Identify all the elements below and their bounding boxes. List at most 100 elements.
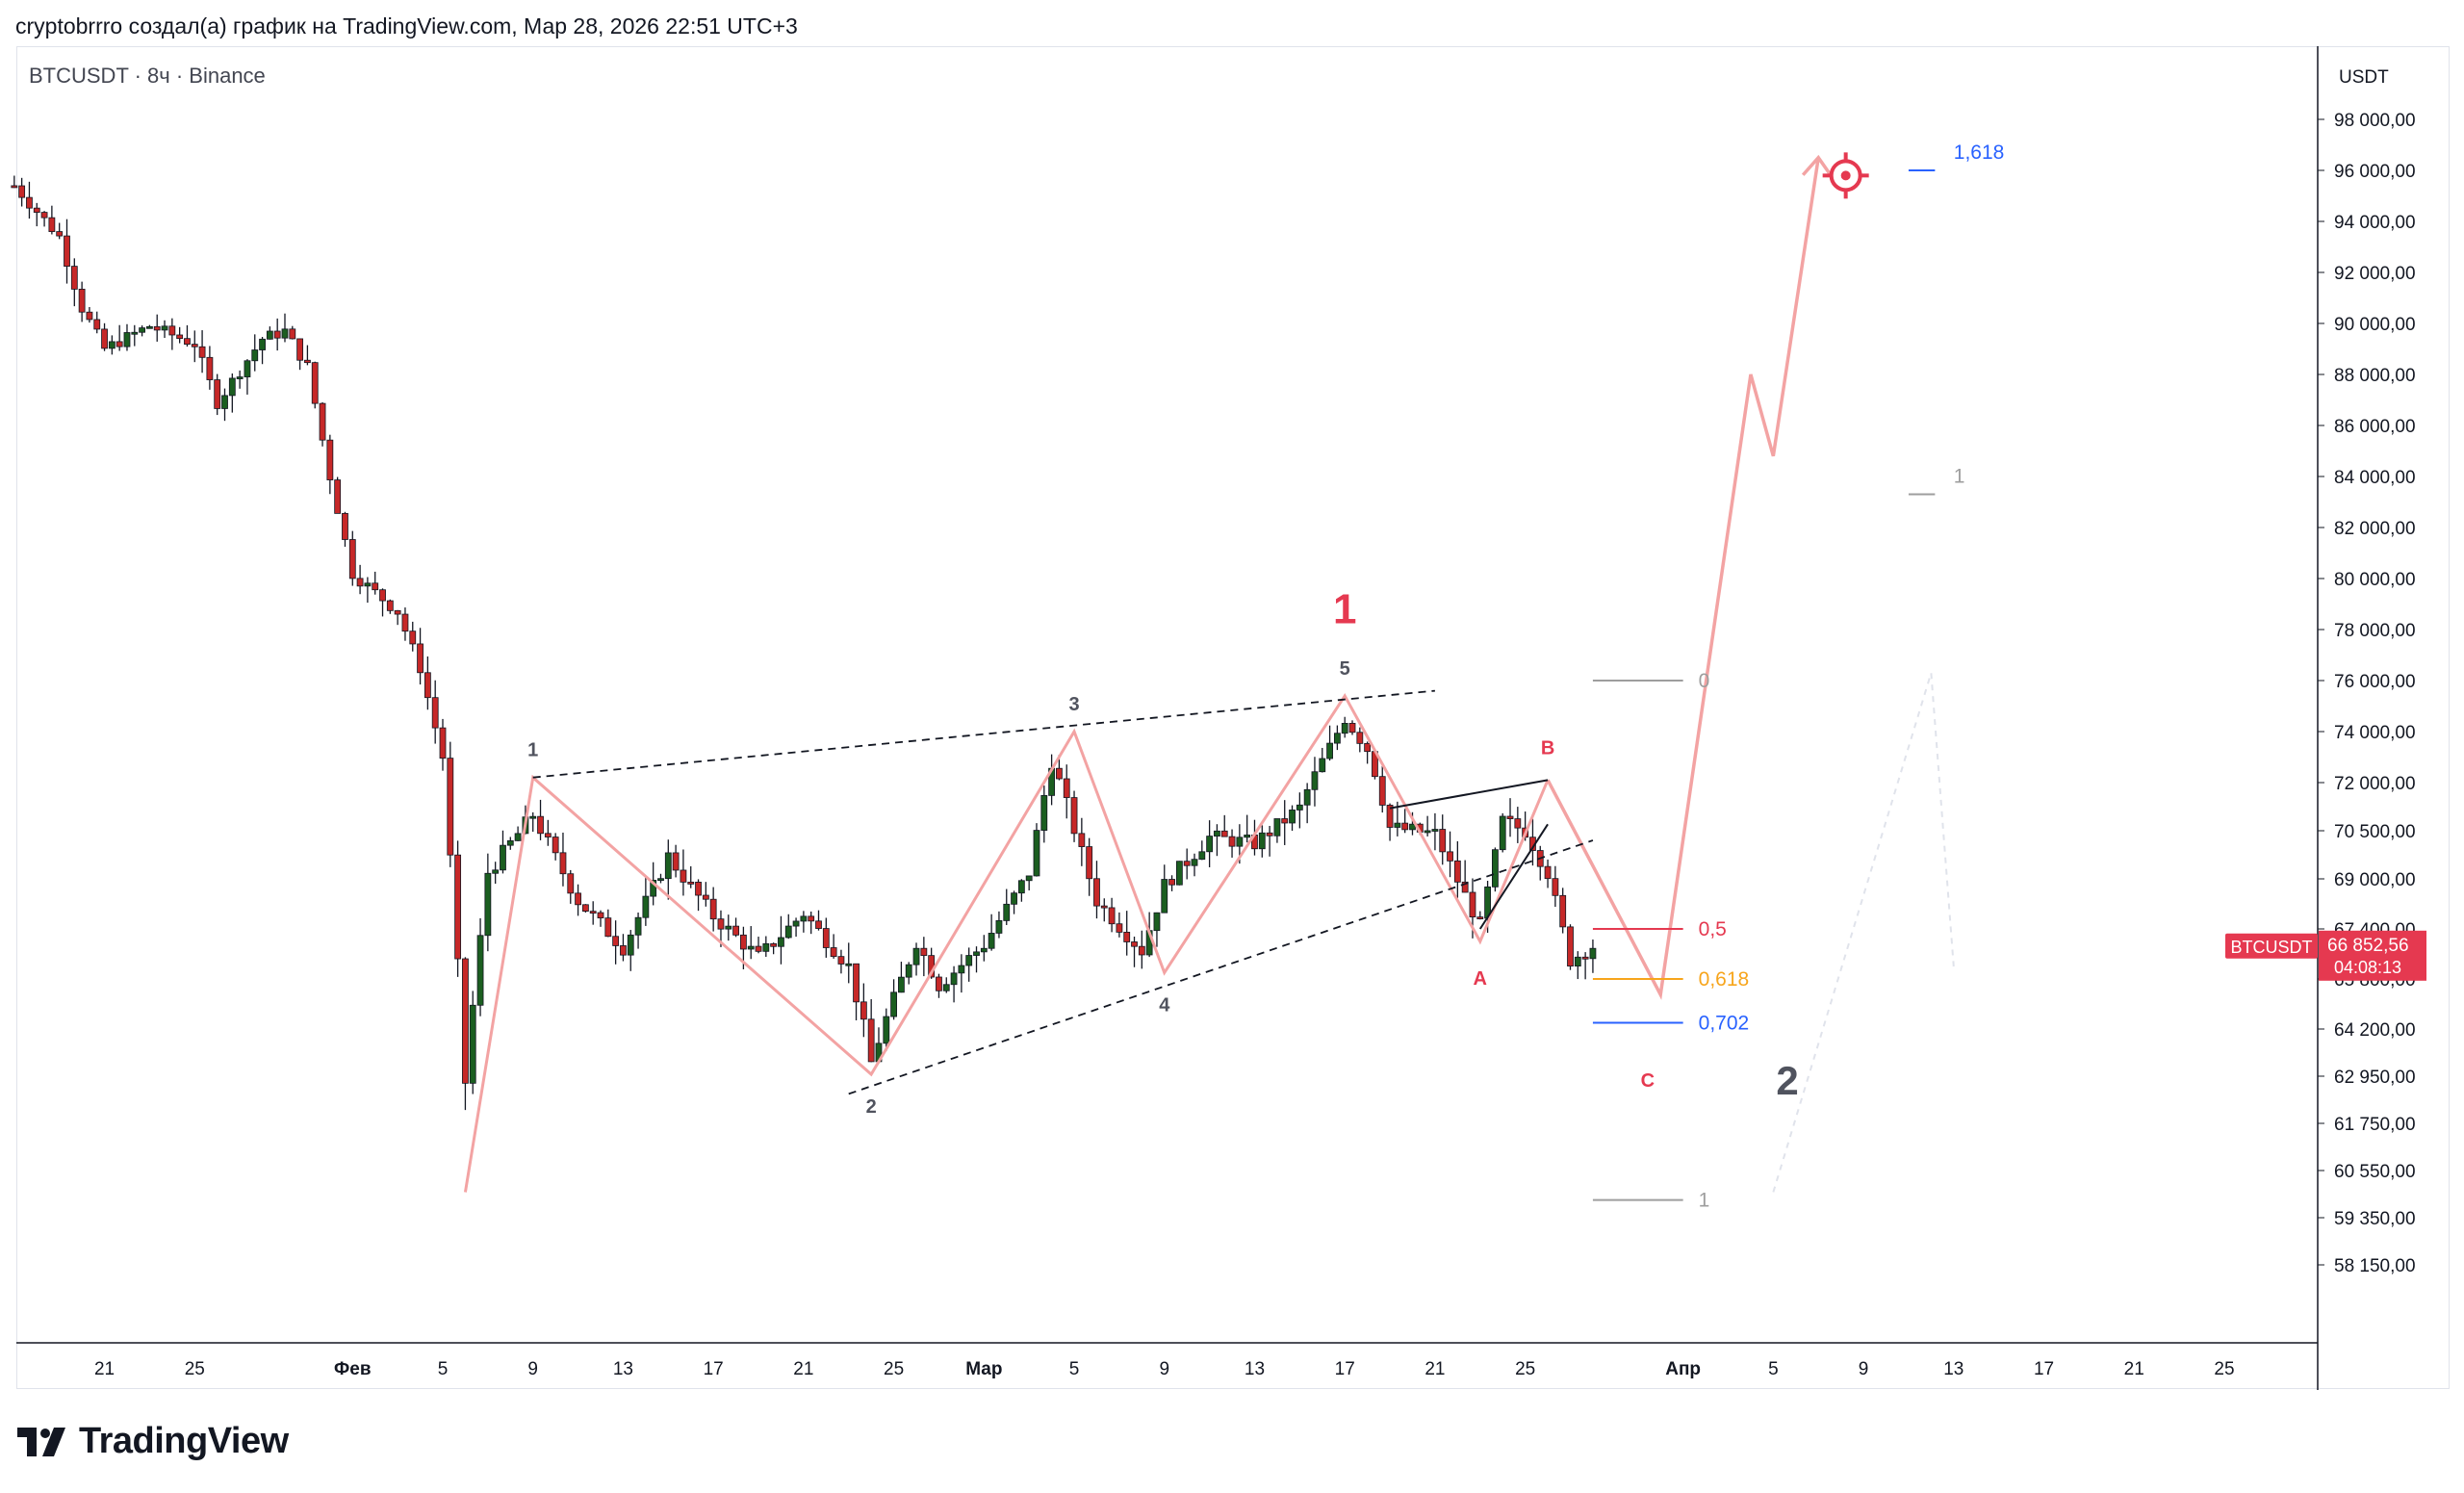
candle (912, 942, 920, 976)
candle (581, 904, 589, 914)
candle (78, 281, 86, 322)
candle (386, 599, 394, 614)
candle-body (552, 837, 559, 854)
wave-count-label: 4 (1159, 995, 1170, 1017)
candle-body (251, 349, 259, 362)
candle (755, 937, 762, 954)
candle-body (762, 942, 770, 952)
candle (356, 564, 364, 595)
symbol-info[interactable]: BTCUSDT · 8ч · Binance (29, 64, 266, 88)
candle-body (70, 266, 78, 290)
candle-body (78, 288, 86, 313)
candle (1040, 785, 1048, 843)
candle (1220, 814, 1228, 837)
time-axis[interactable]: 21 25 Фев 5 9 13 17 21 25 Мар 5 9 13 17 21 25 Апр 5 9 13 17 2… (16, 1342, 2318, 1379)
candle-body (589, 911, 597, 914)
candle-body (484, 872, 492, 937)
candle-body (462, 958, 469, 1084)
candle (1514, 807, 1522, 843)
candle (214, 373, 221, 416)
candle-body (1063, 778, 1070, 798)
candle-body (33, 207, 40, 213)
candle-body (620, 945, 627, 956)
wave-count-label: 3 (1068, 694, 1079, 715)
candle (469, 991, 476, 1094)
candle-body (950, 972, 958, 986)
candle (93, 311, 101, 334)
chart-frame[interactable] (16, 46, 2450, 1389)
candle-body (1033, 830, 1040, 877)
price-tick-label: 86 000,00 (2334, 417, 2416, 437)
candle-body (191, 344, 198, 348)
candle (236, 370, 244, 389)
candle (1356, 727, 1364, 753)
candle-body (116, 341, 123, 348)
candle-body (319, 402, 326, 441)
candle (1311, 757, 1319, 807)
candle-body (131, 331, 139, 335)
candle (784, 914, 792, 940)
price-tag-countdown: 04:08:13 (2334, 958, 2401, 977)
candle (1326, 725, 1333, 761)
candle-body (506, 839, 514, 846)
candle (161, 320, 168, 339)
candle (1341, 716, 1348, 738)
candle-body (995, 919, 1003, 934)
candle (56, 222, 64, 240)
candle (792, 917, 800, 938)
candle-body (1236, 837, 1244, 847)
candle-body (1025, 875, 1033, 882)
time-tick-label: 13 (613, 1359, 633, 1379)
candle-body (597, 912, 604, 919)
wave-zigzag-line (463, 692, 1550, 1193)
candle (1552, 865, 1559, 908)
candle-body (770, 942, 778, 947)
time-tick-label: 17 (1335, 1359, 1355, 1379)
candle-body (1040, 794, 1048, 831)
candle-body (1244, 835, 1251, 838)
candle-body (11, 185, 18, 189)
candle (417, 628, 424, 685)
candle (965, 947, 973, 982)
price-tag-value: 66 852,56 (2327, 936, 2409, 956)
candle (1529, 818, 1536, 866)
candle (319, 401, 326, 447)
candle-body (176, 334, 184, 340)
candle-body (942, 984, 950, 991)
candle (1589, 940, 1597, 973)
price-tick-label: 98 000,00 (2334, 111, 2416, 131)
candle-body (890, 991, 897, 1017)
candle-body (988, 933, 995, 949)
tradingview-logo[interactable]: TradingView (17, 1421, 289, 1462)
price-axis[interactable]: USDT 98 000,00 96 000,00 94 000,00 92 000,00… (2225, 46, 2426, 1390)
candle (725, 914, 732, 941)
candle (431, 680, 439, 744)
candle-body (1206, 836, 1214, 853)
time-tick-label: 17 (2034, 1359, 2054, 1379)
candle (1424, 815, 1431, 837)
candle-body (1273, 818, 1281, 837)
candle (1198, 840, 1206, 861)
candle (1033, 823, 1040, 877)
candle (680, 849, 687, 896)
candle (559, 832, 567, 887)
candle (1273, 818, 1281, 843)
candle (33, 202, 40, 227)
candle-body (1401, 822, 1409, 831)
candle-body (1453, 860, 1461, 883)
candle (1431, 812, 1439, 851)
time-tick-label: 5 (438, 1359, 449, 1379)
candle (1266, 826, 1273, 857)
candle (409, 621, 417, 652)
candle (1191, 853, 1198, 877)
price-tick-label: 64 200,00 (2334, 1020, 2416, 1041)
candle (950, 965, 958, 1003)
candle (311, 361, 319, 409)
time-tick-label: 13 (1245, 1359, 1265, 1379)
candle (506, 837, 514, 850)
candle-body (206, 356, 214, 380)
target-dot (1840, 170, 1851, 181)
candle-body (808, 915, 815, 922)
candle (394, 609, 401, 626)
